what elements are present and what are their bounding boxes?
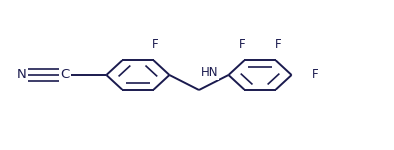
Text: F: F [239, 38, 245, 51]
Text: F: F [275, 38, 281, 51]
Text: F: F [152, 38, 159, 51]
Text: C: C [60, 69, 70, 81]
Text: HN: HN [201, 66, 219, 79]
Text: N: N [17, 69, 26, 81]
Text: F: F [312, 69, 318, 81]
